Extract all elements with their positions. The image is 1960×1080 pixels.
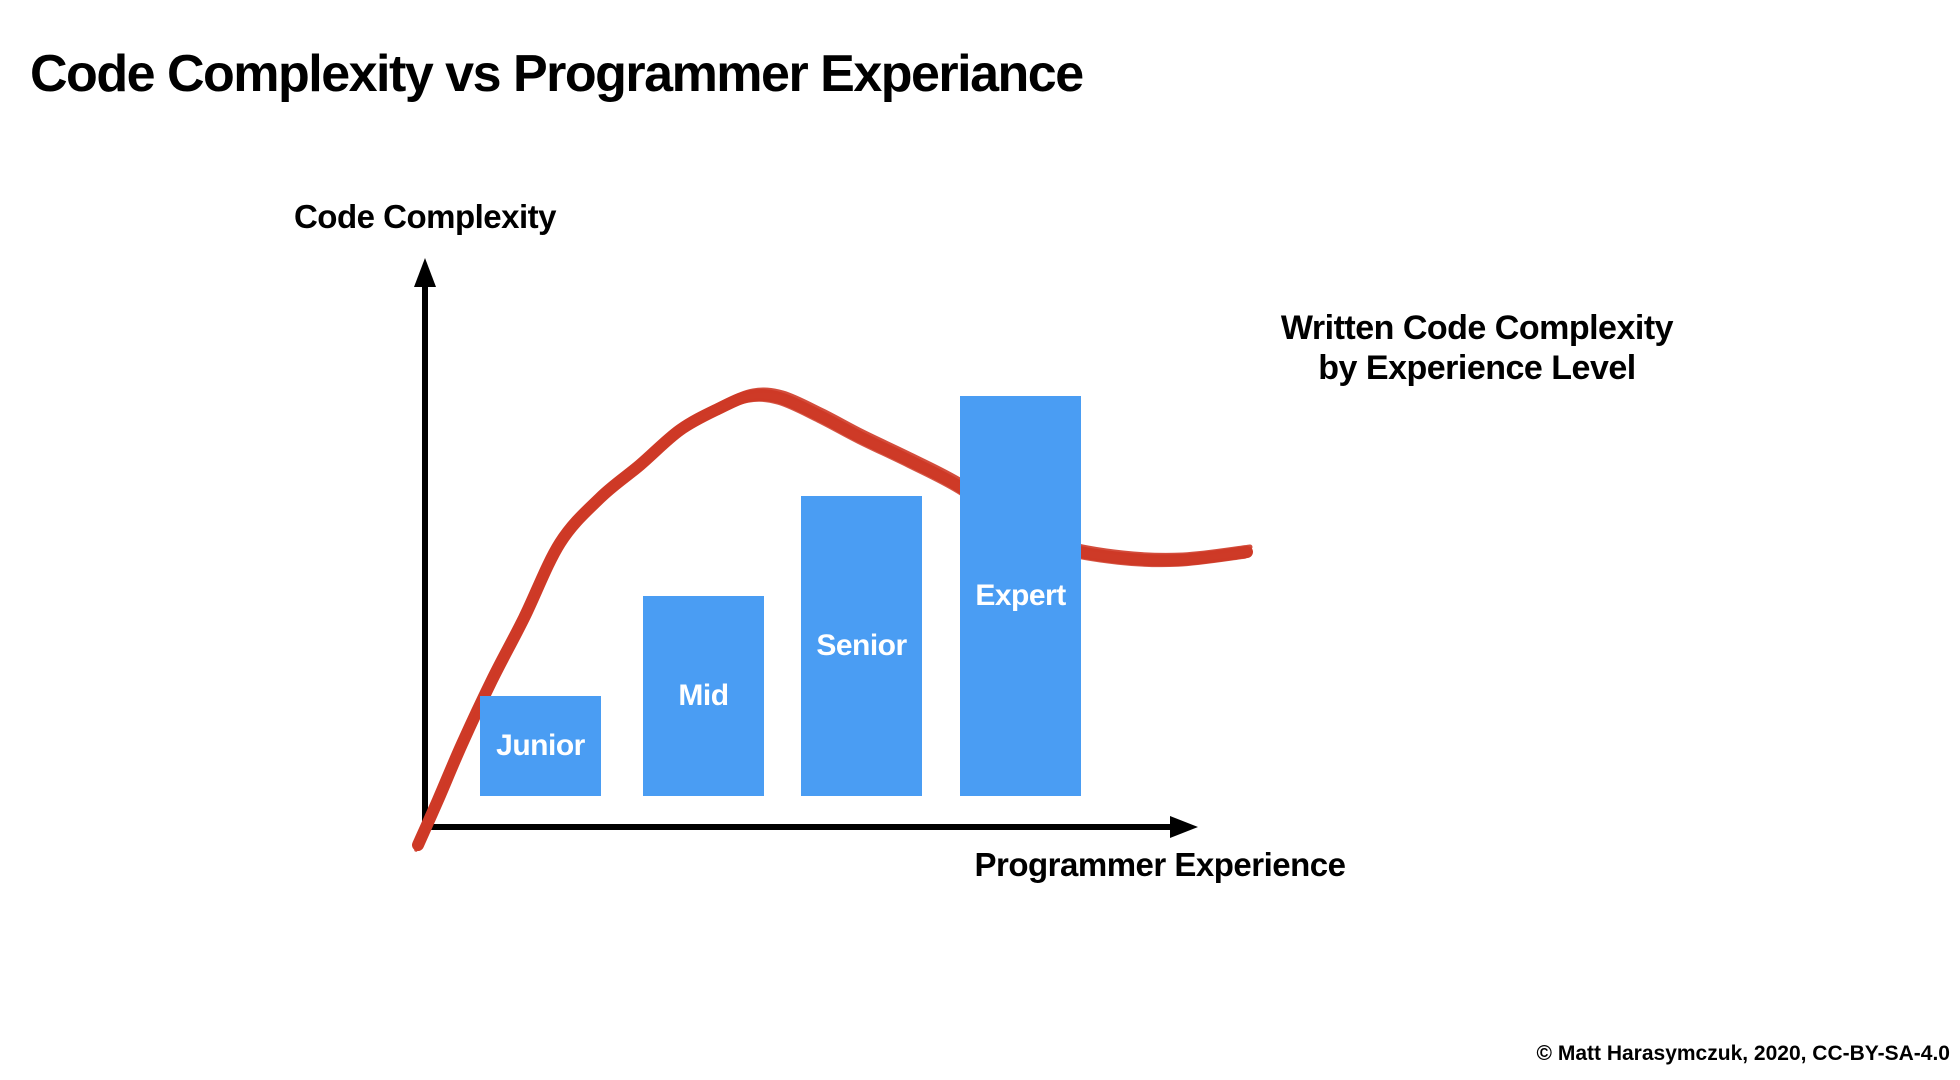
x-axis-arrowhead-icon <box>1170 816 1198 838</box>
bar-mid: Mid <box>643 596 764 796</box>
copyright-notice: © Matt Harasymczuk, 2020, CC-BY-SA-4.0 <box>1536 1042 1950 1065</box>
bar-label-mid: Mid <box>678 679 729 712</box>
y-axis-label: Code Complexity <box>293 198 557 235</box>
bar-senior: Senior <box>801 496 922 796</box>
y-axis-arrowhead-icon <box>414 258 436 287</box>
bar-junior: Junior <box>480 696 601 796</box>
bar-label-junior: Junior <box>496 729 585 762</box>
bar-label-senior: Senior <box>816 629 907 662</box>
chart-caption-line1: Written Code Complexity <box>1280 309 1674 347</box>
chart-caption: Written Code Complexity by Experience Le… <box>1277 308 1677 388</box>
chart-caption-line2: by Experience Level <box>1318 349 1636 387</box>
x-axis-label: Programmer Experience <box>974 846 1346 883</box>
bar-expert: Expert <box>960 396 1081 796</box>
slide-title: Code Complexity vs Programmer Experiance <box>30 45 1084 103</box>
bar-label-expert: Expert <box>975 579 1066 612</box>
